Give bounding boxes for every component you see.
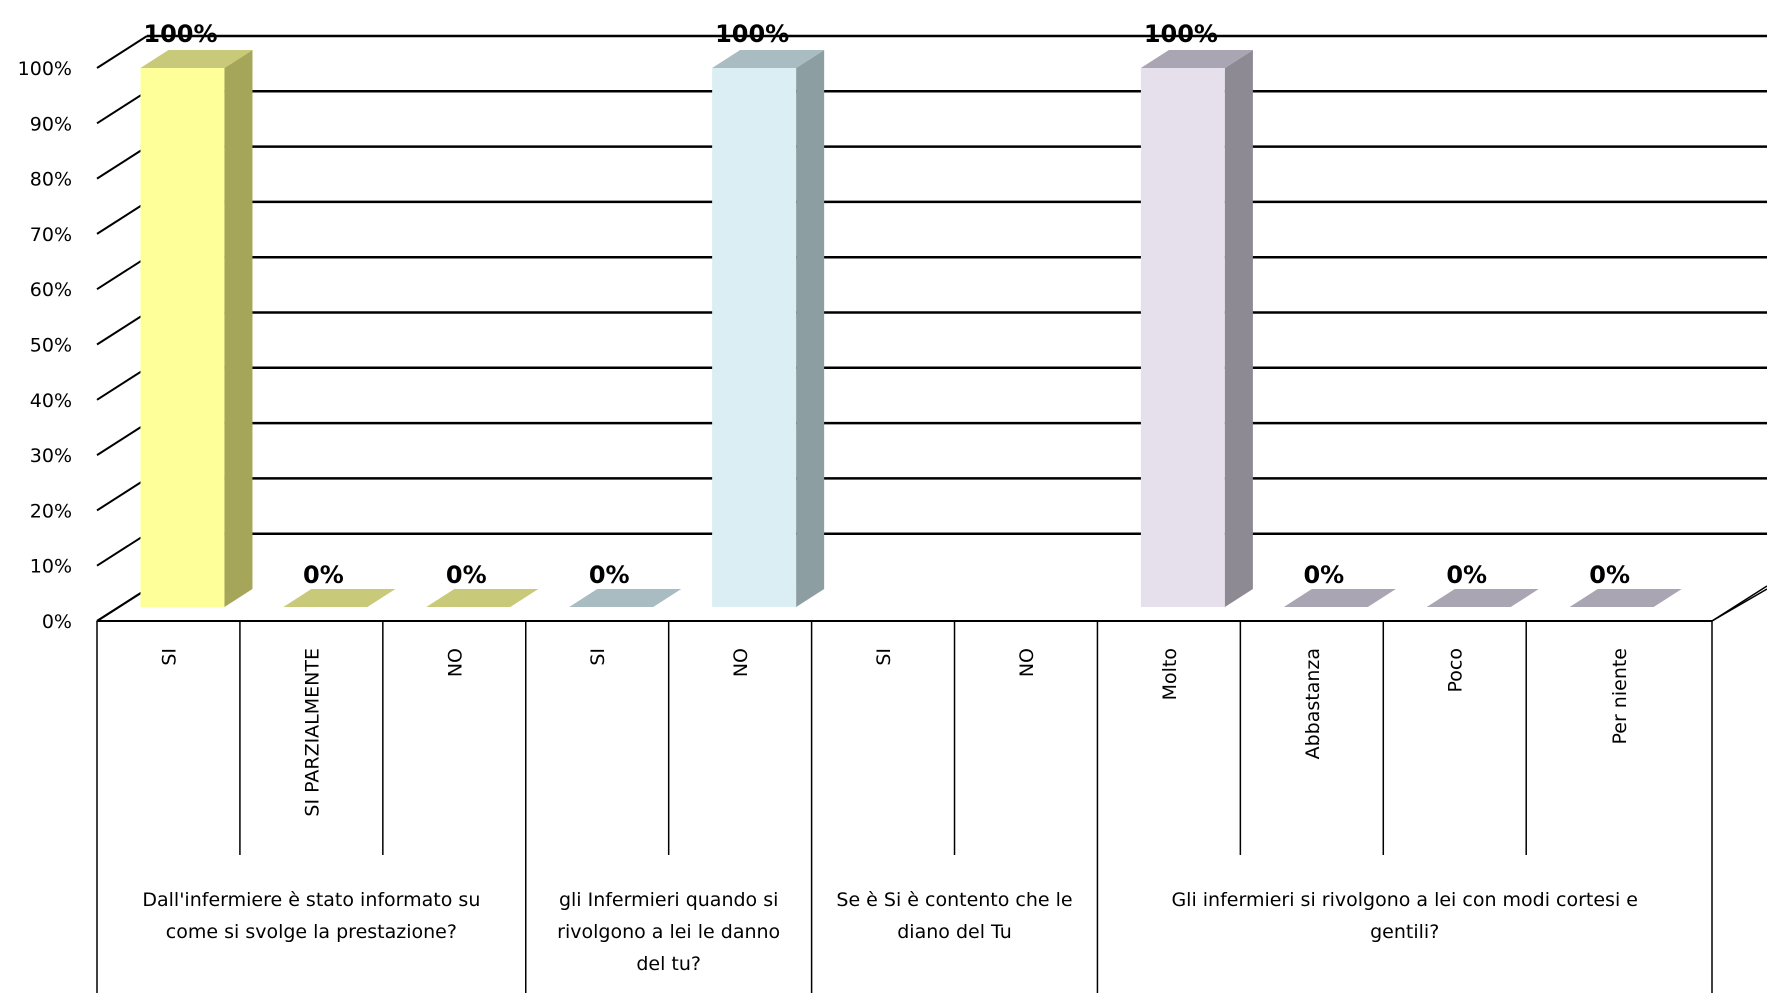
group-label: Se è Si è contento che le diano del Tu [836,889,1072,943]
bar-side [224,50,253,607]
category-label: Poco [1445,648,1467,692]
data-label: 0% [303,561,344,589]
y-tick-label: 70% [30,224,72,246]
gridline-depth [96,532,148,567]
bar-top [140,50,253,68]
gridline-depth [96,311,148,346]
gridline-depth [96,422,148,456]
bar-front [712,68,797,607]
gridline-depth [96,35,148,69]
bar-front [140,68,225,607]
data-label: 100% [715,20,789,48]
bar-flat [1569,589,1682,607]
gridline-depth [96,477,148,512]
group-label-line: Dall'infermiere è stato informato su [142,889,480,911]
gridline-depth [96,588,148,622]
bar-flat [283,589,396,607]
group-label: gli Infermieri quando si rivolgono a lei … [557,889,780,975]
group-label-line: come si svolge la prestazione? [166,921,457,943]
data-label: 100% [1144,20,1218,48]
data-label: 0% [1303,561,1344,589]
category-label: NO [1016,648,1038,677]
group-label: Gli infermieri si rivolgono a lei con mo… [1171,889,1638,943]
group-label-line: del tu? [636,953,701,975]
gridline-depth [96,256,148,291]
bar-side [796,50,825,607]
gridline-depth [96,366,148,401]
bar-top [1140,50,1253,68]
y-tick-label: 50% [30,335,72,357]
gridline-depth [96,201,148,235]
y-tick-label: 60% [30,279,72,301]
group-label-line: gli Infermieri quando si [559,889,778,911]
bar-flat [1426,589,1539,607]
y-tick-label: 20% [30,500,72,522]
y-tick-label: 30% [30,445,72,467]
bar-top [712,50,825,68]
category-label: Abbastanza [1302,648,1324,759]
bar-flat [426,589,539,607]
y-tick-label: 80% [30,169,72,191]
data-label: 0% [446,561,487,589]
group-label-line: diano del Tu [897,921,1012,943]
category-label: NO [444,648,466,677]
category-label: SI [587,648,609,666]
gridline-depth [96,145,148,180]
group-label-line: Se è Si è contento che le [836,889,1072,911]
group-label-line: Gli infermieri si rivolgono a lei con mo… [1171,889,1638,911]
group-label-line: rivolgono a lei le danno [557,921,780,943]
data-label: 0% [1589,561,1630,589]
category-label: SI PARZIALMENTE [301,648,323,817]
y-tick-label: 40% [30,390,72,412]
category-label: NO [730,648,752,677]
bar-flat [1283,589,1396,607]
y-tick-label: 0% [42,611,72,633]
data-label: 100% [143,20,217,48]
bar-flat [569,589,682,607]
y-tick-label: 90% [30,113,72,135]
category-label: SI [158,648,180,666]
data-label: 0% [589,561,630,589]
group-label: Dall'infermiere è stato informato su come… [142,889,480,943]
bar-front [1140,68,1225,607]
bar-side [1224,50,1253,607]
y-tick-label: 10% [30,556,72,578]
gridline-depth [96,90,148,125]
data-label: 0% [1446,561,1487,589]
category-label: Per niente [1609,648,1631,745]
category-label: Molto [1159,648,1181,700]
category-label: SI [873,648,895,666]
y-tick-label: 100% [18,58,72,80]
x-axis-depth [1711,585,1767,622]
group-label-line: gentili? [1370,921,1439,943]
